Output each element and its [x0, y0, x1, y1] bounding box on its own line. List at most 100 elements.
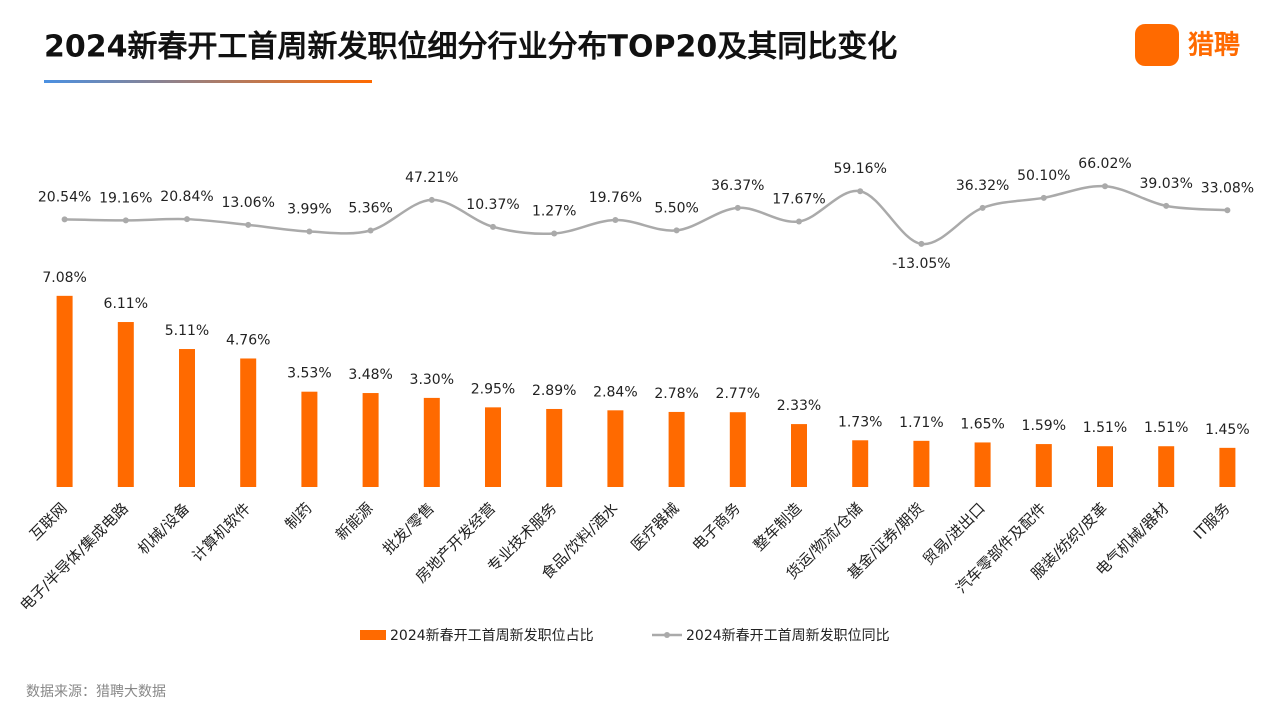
bar [546, 408, 563, 487]
line-point [796, 218, 802, 225]
data-label: 5.36% [348, 200, 392, 216]
bar [852, 440, 869, 487]
line-point [857, 188, 864, 195]
bar [607, 410, 624, 487]
data-label: 1.27% [532, 203, 576, 219]
line-point [734, 204, 741, 211]
data-label: 4.76% [226, 332, 270, 348]
data-label: 3.48% [348, 367, 392, 383]
data-label: -13.05% [892, 256, 950, 272]
bar [423, 397, 440, 487]
data-label: 1.73% [838, 414, 882, 430]
line-point [612, 216, 619, 223]
data-label: 13.06% [222, 195, 275, 211]
data-label: 5.50% [654, 200, 698, 216]
bar [485, 407, 501, 487]
line [64, 184, 1228, 246]
line-point [306, 228, 313, 235]
line-point [184, 216, 190, 223]
bar [362, 393, 379, 487]
data-label: 1.51% [1144, 420, 1188, 436]
x-tick-label: 计算机软件 [188, 499, 254, 565]
line-point [1102, 183, 1108, 190]
line-point [367, 227, 374, 234]
bar [1158, 446, 1175, 487]
data-label: 20.84% [160, 189, 213, 205]
x-tick-label: 批发/零售 [379, 499, 438, 558]
x-tick-label: IT服务 [1190, 499, 1234, 543]
chart-title: 2024新春开工首周新发职位细分行业分布TOP20及其同比变化 [44, 30, 897, 65]
bar [179, 349, 195, 487]
data-label: 1.65% [960, 416, 1004, 432]
data-label: 47.21% [405, 170, 458, 186]
data-label: 7.08% [42, 270, 86, 286]
bar [668, 411, 685, 487]
legend-swatch [664, 632, 670, 638]
data-label: 39.03% [1140, 176, 1193, 192]
data-label: 10.37% [466, 197, 519, 213]
x-tick-label: 整车制造 [750, 499, 805, 554]
data-label: 1.59% [1022, 418, 1066, 434]
legend-label: 2024新春开工首周新发职位占比 [390, 628, 594, 644]
line-point [428, 196, 435, 203]
legend-label: 2024新春开工首周新发职位同比 [686, 628, 890, 644]
logo-icon [1135, 24, 1179, 66]
data-label: 66.02% [1078, 156, 1131, 172]
line-point [1224, 207, 1231, 214]
data-label: 20.54% [38, 189, 91, 205]
x-tick-label: 互联网 [26, 499, 71, 544]
source-note: 数据来源：猎聘大数据 [26, 684, 166, 700]
data-label: 1.51% [1083, 420, 1127, 436]
line-point [245, 221, 252, 228]
bar [1097, 446, 1113, 487]
data-label: 50.10% [1017, 168, 1070, 184]
data-label: 1.71% [899, 415, 943, 431]
line-point [673, 227, 680, 234]
x-tick-label: 医疗器械 [627, 499, 682, 554]
x-tick-label: 新能源 [332, 499, 377, 544]
bar [1035, 444, 1052, 487]
data-label: 5.11% [165, 323, 209, 339]
data-label: 2.84% [593, 384, 637, 400]
legend-swatch [360, 630, 386, 640]
bar [1219, 447, 1236, 487]
x-tick-label: 机械/设备 [134, 499, 193, 558]
data-label: 6.11% [104, 296, 148, 312]
bar [791, 424, 807, 487]
data-label: 19.16% [99, 190, 152, 206]
line-point [551, 230, 558, 237]
data-label: 3.30% [410, 372, 454, 388]
logo-text: 猎聘 [1188, 31, 1240, 61]
data-label: 2.77% [716, 386, 760, 402]
bar [974, 442, 991, 487]
x-tick-label: 电子/半导体/集成电路 [16, 499, 131, 614]
data-label: 33.08% [1201, 180, 1254, 196]
line-point [979, 204, 986, 211]
data-label: 3.53% [287, 366, 331, 382]
data-label: 2.95% [471, 381, 515, 397]
data-label: 2.89% [532, 383, 576, 399]
x-tick-label: 电子商务 [689, 499, 744, 554]
data-label: 19.76% [589, 190, 642, 206]
data-label: 1.45% [1205, 422, 1249, 438]
line-point [918, 240, 925, 247]
bar [240, 358, 257, 487]
title-underline [44, 80, 372, 83]
data-label: 36.37% [711, 178, 764, 194]
bar [913, 440, 930, 487]
bar [301, 391, 318, 487]
bar [729, 412, 746, 487]
line-point [490, 223, 496, 230]
data-label: 59.16% [834, 161, 887, 177]
bar [117, 322, 134, 487]
line-point [1163, 202, 1170, 209]
x-tick-label: 制药 [281, 499, 315, 533]
data-label: 2.33% [777, 398, 821, 414]
bar [56, 295, 73, 487]
data-label: 2.78% [654, 386, 698, 402]
data-label: 17.67% [772, 192, 825, 208]
data-label: 3.99% [287, 201, 331, 217]
line-point [1040, 194, 1047, 201]
data-label: 36.32% [956, 178, 1009, 194]
